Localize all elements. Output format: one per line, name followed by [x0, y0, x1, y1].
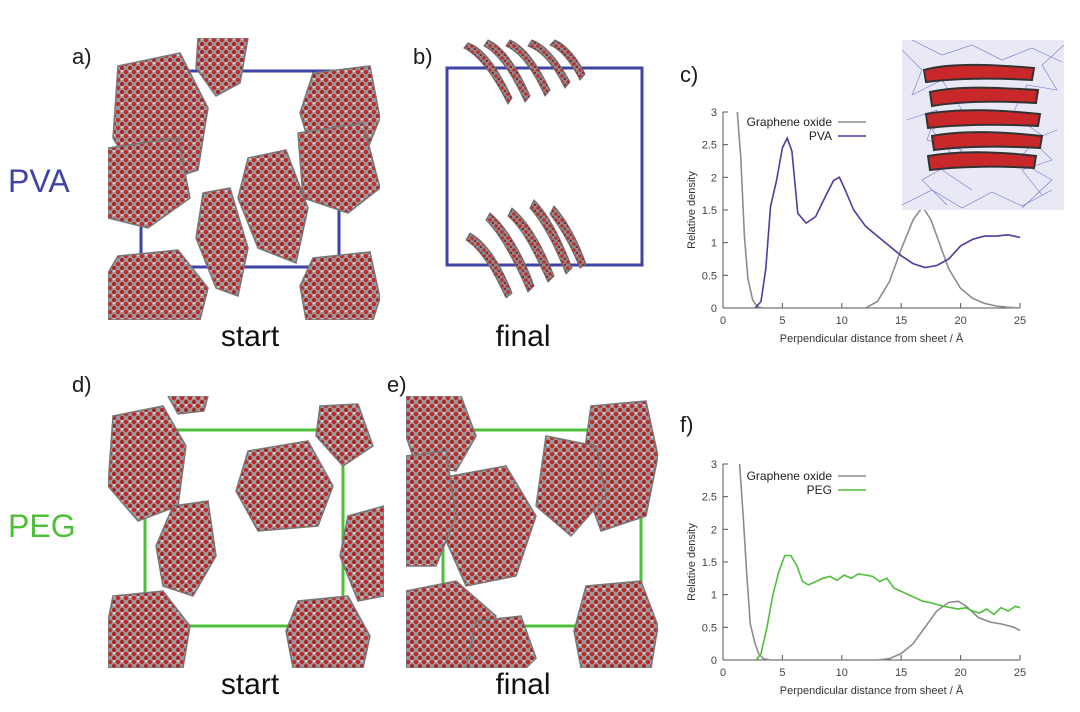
snapshot-peg-start	[108, 396, 384, 668]
y-tick-label: 2.5	[702, 140, 717, 152]
chart-pva-density: 0 0.5 1 1.5 2 2.5 3 0 5 10 15 20 25 Perpendicular dis…	[686, 107, 1026, 345]
x-tick-label: 15	[895, 667, 907, 679]
chart-peg-density: 0 0.5 1 1.5 2 2.5 3 0 5 10 15 20 25 Perpendicular dis…	[686, 459, 1026, 697]
x-tick-label: 5	[779, 667, 785, 679]
y-tick-label: 0	[711, 655, 717, 667]
x-tick-label: 5	[779, 315, 785, 327]
go-sheet	[297, 122, 380, 214]
go-sheet	[406, 396, 477, 472]
panel-letter-c: c)	[680, 62, 699, 87]
go-sheet	[237, 149, 309, 265]
y-tick-label: 0	[711, 303, 717, 315]
go-sheet	[108, 249, 209, 320]
panel-letter-b: b)	[413, 44, 433, 69]
y-tick-label: 1	[711, 238, 717, 250]
inset-sheets	[922, 63, 1044, 172]
series-line-0	[736, 111, 1021, 309]
x-tick-label: 0	[720, 315, 726, 327]
x-tick-label: 10	[836, 667, 848, 679]
go-sheet	[299, 251, 380, 320]
go-sheet	[195, 38, 249, 97]
y-tick-label: 0.5	[702, 622, 717, 634]
go-sheet	[195, 187, 249, 298]
y-tick-label: 2	[711, 524, 717, 536]
panel-letter-a: a)	[72, 44, 92, 69]
series-line-0	[738, 463, 1021, 661]
y-axis-label: Relative density	[686, 523, 698, 601]
go-sheet	[406, 450, 457, 567]
go-sheet	[108, 590, 191, 668]
legend-label: PVA	[809, 129, 832, 143]
caption-d-start: start	[220, 668, 280, 701]
y-tick-label: 1	[711, 590, 717, 602]
row-label-peg: PEG	[8, 508, 76, 544]
go-sheet	[167, 396, 209, 415]
go-sheet	[235, 440, 334, 532]
caption-b-final: final	[495, 320, 551, 353]
go-sheet	[465, 615, 537, 668]
snapshot-peg-final	[406, 396, 658, 668]
y-tick-label: 2.5	[702, 492, 717, 504]
y-tick-label: 1.5	[702, 205, 717, 217]
x-tick-label: 20	[954, 315, 966, 327]
legend-label: PEG	[807, 483, 832, 497]
legend-label: Graphene oxide	[747, 469, 833, 483]
x-tick-label: 10	[836, 315, 848, 327]
go-sheet	[443, 465, 537, 587]
x-tick-label: 25	[1014, 315, 1026, 327]
snapshot-pva-start	[108, 38, 380, 320]
y-axis-label: Relative density	[686, 171, 698, 249]
go-sheet	[108, 405, 187, 522]
caption-e-final: final	[495, 668, 551, 701]
series-line-1	[755, 554, 1021, 661]
simulation-box	[445, 66, 644, 267]
go-sheet	[108, 137, 191, 229]
simulation-box	[143, 428, 345, 628]
go-stack-bottom	[465, 199, 587, 298]
y-tick-label: 0.5	[702, 270, 717, 282]
panel-letter-e: e)	[387, 372, 407, 397]
y-tick-label: 3	[711, 459, 717, 471]
go-sheet	[339, 505, 384, 602]
x-axis-label: Perpendicular distance from sheet / Å	[780, 684, 964, 697]
x-tick-label: 20	[954, 667, 966, 679]
caption-a-start: start	[220, 320, 280, 353]
x-tick-label: 25	[1014, 667, 1026, 679]
row-label-pva: PVA	[8, 163, 70, 199]
legend-label: Graphene oxide	[747, 115, 833, 129]
go-sheet	[285, 595, 371, 668]
go-sheet	[315, 403, 374, 467]
y-tick-label: 3	[711, 107, 717, 119]
y-tick-label: 2	[711, 172, 717, 184]
go-stack-top	[463, 39, 586, 105]
go-sheet	[535, 435, 607, 538]
series-line-1	[754, 136, 1021, 309]
x-tick-label: 0	[720, 667, 726, 679]
panel-letter-f: f)	[680, 412, 694, 437]
x-axis-label: Perpendicular distance from sheet / Å	[780, 332, 964, 345]
x-tick-label: 15	[895, 315, 907, 327]
panel-letter-d: d)	[72, 372, 92, 397]
y-tick-label: 1.5	[702, 557, 717, 569]
go-sheet	[155, 500, 217, 597]
snapshot-pva-final	[445, 39, 644, 298]
inset-pva-stack	[902, 40, 1064, 210]
go-sheet	[573, 580, 658, 668]
